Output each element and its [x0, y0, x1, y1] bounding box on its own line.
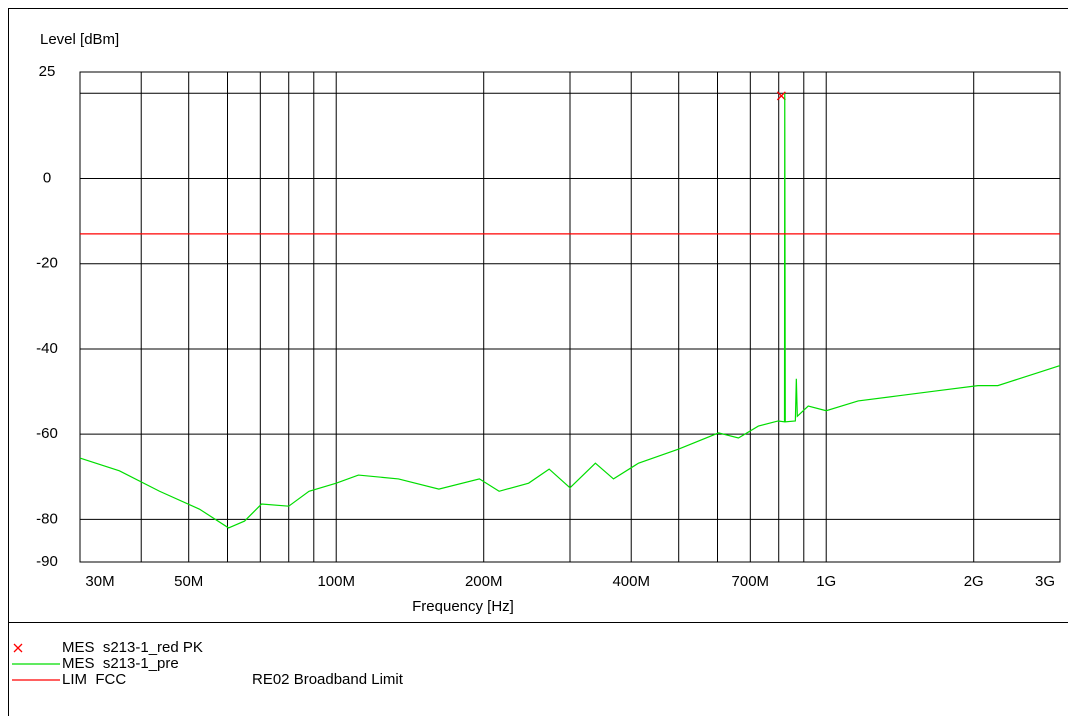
x-tick-label: 700M [732, 573, 770, 590]
x-tick-label: 3G [1035, 573, 1055, 590]
y-tick-label: -20 [36, 255, 58, 272]
y-tick-label: -80 [36, 510, 58, 527]
x-tick-label: 50M [174, 573, 203, 590]
y-axis-label: Level [dBm] [40, 31, 119, 48]
x-tick-label: 100M [317, 573, 355, 590]
plot-border [79, 71, 1061, 563]
peak-marker [776, 91, 786, 101]
y-tick-label: -60 [36, 425, 58, 442]
legend-label: MES s213-1_red PK [62, 639, 203, 656]
legend-description: RE02 Broadband Limit [252, 671, 404, 688]
x-tick-label: 30M [85, 573, 114, 590]
legend-label: MES s213-1_pre [62, 655, 179, 672]
y-tick-label: -40 [36, 340, 58, 357]
x-tick-label: 400M [612, 573, 650, 590]
legend-symbol [13, 643, 23, 653]
y-tick-label: 25 [39, 63, 56, 80]
x-tick-label: 2G [964, 573, 984, 590]
y-tick-label: 0 [43, 169, 51, 186]
legend-label: LIM FCC [62, 671, 126, 688]
x-axis-label: Frequency [Hz] [412, 598, 514, 615]
x-tick-label: 1G [816, 573, 836, 590]
trace [79, 93, 1061, 529]
y-tick-label: -90 [36, 553, 58, 570]
x-tick-label: 200M [465, 573, 503, 590]
